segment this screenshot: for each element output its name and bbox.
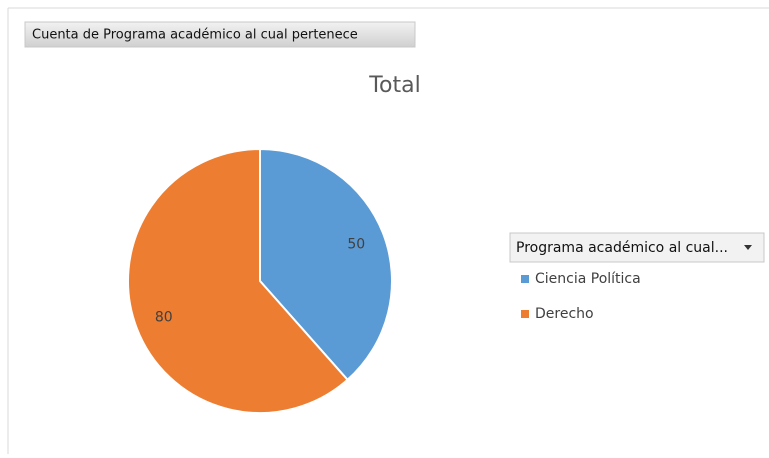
legend-label: Derecho (535, 306, 594, 322)
field-button-label: Cuenta de Programa académico al cual per… (32, 28, 358, 43)
pie-slice (127, 147, 349, 414)
legend-title: Programa académico al cual... (516, 240, 728, 256)
legend-field-button[interactable] (509, 232, 765, 263)
field-button[interactable] (24, 21, 416, 48)
pie-slice (259, 147, 393, 382)
legend-swatch (521, 275, 529, 283)
chart-title: Total (368, 73, 420, 98)
dropdown-arrow[interactable] (744, 245, 752, 250)
legend-swatch (521, 310, 529, 318)
data-label: 50 (347, 236, 365, 252)
data-label: 80 (155, 310, 173, 326)
legend-label: Ciencia Política (535, 271, 641, 287)
